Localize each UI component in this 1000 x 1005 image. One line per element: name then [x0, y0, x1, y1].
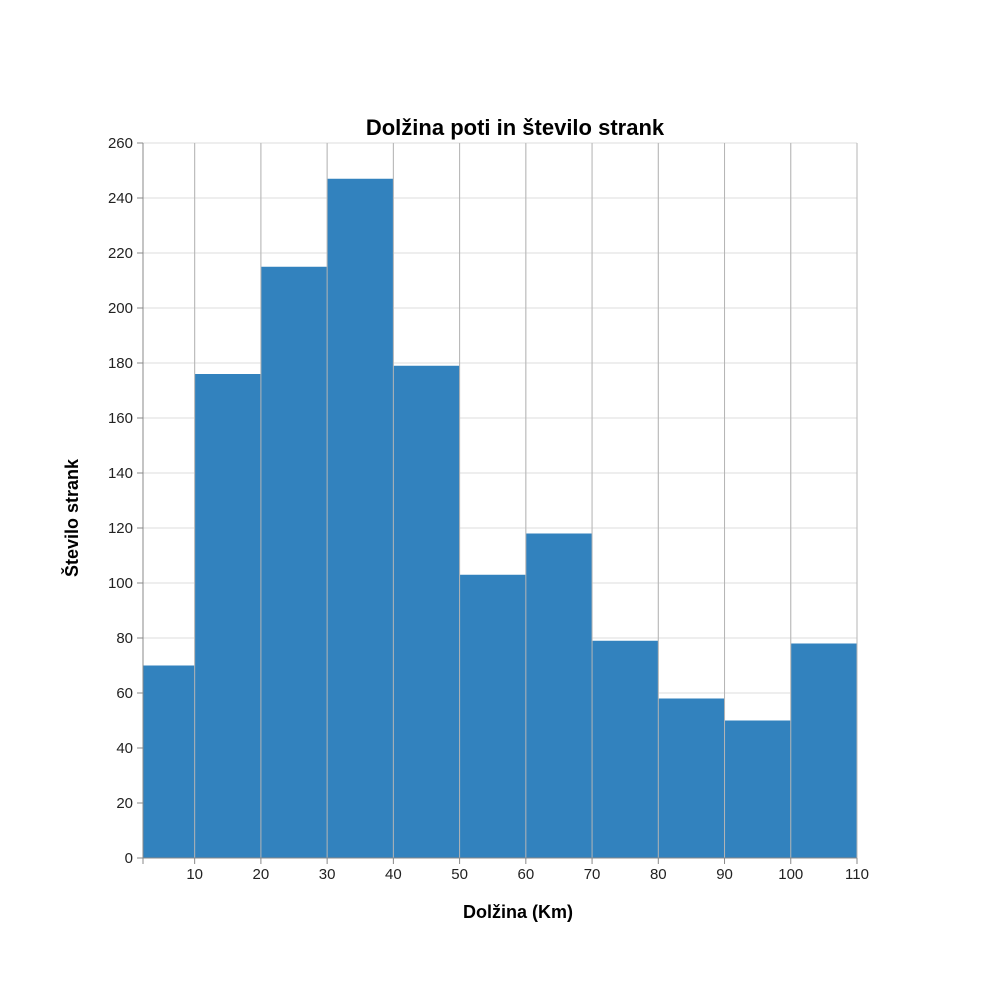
histogram-bar — [658, 698, 725, 858]
y-tick-label: 120 — [108, 520, 133, 537]
x-axis-title: Dolžina (Km) — [463, 902, 573, 922]
x-tick-label: 100 — [778, 866, 803, 883]
y-tick-label: 260 — [108, 135, 133, 152]
x-tick-label: 20 — [253, 866, 270, 883]
y-tick-label: 180 — [108, 355, 133, 372]
x-tick-label: 70 — [584, 866, 601, 883]
histogram-bar — [143, 665, 195, 858]
y-tick-label: 240 — [108, 190, 133, 207]
histogram-bar — [194, 374, 261, 858]
y-tick-label: 60 — [116, 685, 133, 702]
y-tick-label: 220 — [108, 245, 133, 262]
y-tick-label: 160 — [108, 410, 133, 427]
histogram-bar — [525, 533, 593, 858]
x-tick-label: 10 — [186, 866, 203, 883]
y-axis-title: Število strank — [61, 458, 82, 577]
x-tick-label: 110 — [845, 866, 869, 883]
bars — [143, 143, 858, 858]
histogram-bar — [393, 365, 460, 858]
y-tick-label: 100 — [108, 575, 133, 592]
y-tick-label: 20 — [116, 795, 133, 812]
y-tick-label: 80 — [116, 630, 133, 647]
y-tick-label: 200 — [108, 300, 133, 317]
x-tick-label: 90 — [716, 866, 733, 883]
x-tick-label: 60 — [517, 866, 534, 883]
x-tick-label: 30 — [319, 866, 336, 883]
histogram-bar — [724, 720, 791, 858]
histogram-bar — [459, 574, 526, 858]
histogram-bar — [327, 178, 394, 858]
x-tick-label: 80 — [650, 866, 667, 883]
y-tick-label: 140 — [108, 465, 133, 482]
histogram-bar — [790, 643, 857, 858]
y-tick-label: 40 — [116, 740, 133, 757]
y-axis-ticks: 0 20 40 60 80 100 120 140 160 180 200 220 240 260 — [108, 135, 143, 867]
x-tick-label: 50 — [451, 866, 468, 883]
axes — [142, 143, 857, 859]
y-tick-label: 0 — [125, 850, 133, 867]
x-axis-ticks: 10 20 30 40 50 60 70 80 90 100 110 — [142, 858, 869, 883]
histogram-bar — [592, 640, 659, 858]
histogram-bar — [260, 266, 328, 858]
chart-title: Dolžina poti in število strank — [366, 115, 665, 140]
x-tick-label: 40 — [385, 866, 402, 883]
